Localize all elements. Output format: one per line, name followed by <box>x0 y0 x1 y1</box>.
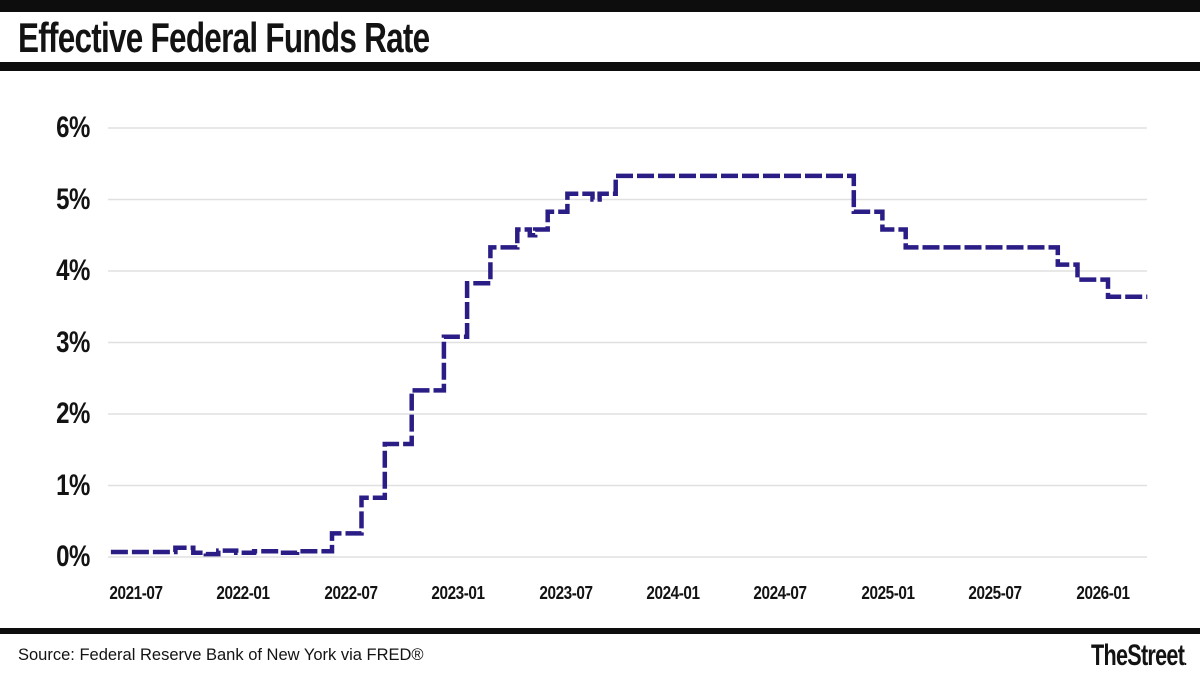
y-axis-label: 6% <box>56 111 90 144</box>
x-axis-label: 2023-07 <box>539 583 593 603</box>
x-axis-label: 2025-07 <box>968 583 1023 603</box>
y-axis-label: 5% <box>56 182 90 216</box>
x-axis-label: 2025-01 <box>861 583 915 603</box>
x-axis-label: 2022-01 <box>216 583 271 603</box>
effr-chart <box>108 127 1148 558</box>
x-axis-label: 2021-07 <box>109 583 163 603</box>
brand-text: TheStreet <box>1090 639 1185 672</box>
source-attribution: Source: Federal Reserve Bank of New York… <box>18 646 424 664</box>
top-accent-bar <box>0 0 1200 12</box>
x-axis-label: 2024-01 <box>646 583 700 603</box>
brand-dot: . <box>1183 652 1187 668</box>
x-axis-label: 2024-07 <box>753 583 808 603</box>
thestreet-logo: TheStreet. <box>1090 639 1187 675</box>
y-axis-label: 2% <box>56 397 90 430</box>
y-axis-label: 3% <box>56 325 90 359</box>
x-axis-label: 2026-01 <box>1076 583 1130 603</box>
y-axis-label: 1% <box>56 468 90 502</box>
chart-plot-area: 0% 1% 2% 3% 4% 5% 6% 2021-07 2022-01 2022-07 2023-… <box>0 71 1200 628</box>
effr-line <box>110 173 1148 557</box>
footer-divider-bar <box>0 628 1200 634</box>
y-axis-label: 4% <box>56 254 90 287</box>
page-title: Effective Federal Funds Rate <box>18 14 430 61</box>
x-axis-label: 2022-07 <box>324 583 378 603</box>
y-axis-label: 0% <box>56 540 90 573</box>
title-divider-bar <box>0 62 1200 71</box>
x-axis-label: 2023-01 <box>431 583 486 603</box>
